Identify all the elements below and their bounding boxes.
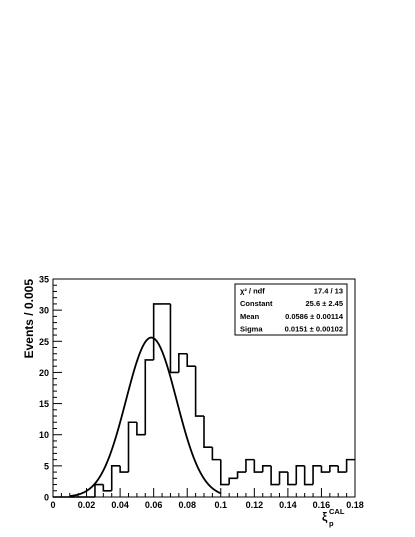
histogram-bin xyxy=(270,465,280,486)
y-tick-label: 15 xyxy=(39,399,49,409)
y-tick-label: 10 xyxy=(39,430,49,440)
histogram-bin xyxy=(345,458,355,473)
x-tick-label: 0.04 xyxy=(111,500,129,510)
histogram-bin xyxy=(245,458,255,473)
x-axis-title: ξ xyxy=(322,510,328,524)
histogram-bin xyxy=(228,477,238,485)
stats-row-value: 0.0586 ± 0.00114 xyxy=(285,312,344,321)
x-tick-label: 0.02 xyxy=(78,500,96,510)
stats-row-label: χ² / ndf xyxy=(240,286,265,295)
y-axis-title: Events / 0.005 xyxy=(22,279,36,359)
histogram-bin xyxy=(312,465,322,485)
histogram-bin xyxy=(169,303,179,374)
x-tick-label: 0.16 xyxy=(313,500,331,510)
histogram-bin xyxy=(287,472,297,486)
gaussian-fit-curve xyxy=(69,336,222,497)
stats-row-value: 0.0151 ± 0.00102 xyxy=(285,325,343,334)
x-axis-title-sub: p xyxy=(329,519,334,528)
x-tick-label: 0.06 xyxy=(145,500,163,510)
histogram-bin xyxy=(236,471,246,479)
stats-row-value: 25.6 ± 2.45 xyxy=(306,299,343,308)
x-tick-label: 0.12 xyxy=(246,500,264,510)
histogram-bin xyxy=(261,465,272,473)
histogram-bin xyxy=(110,465,121,491)
y-tick-label: 20 xyxy=(39,368,49,378)
histogram-bin xyxy=(94,483,104,497)
histogram-bin xyxy=(194,366,204,417)
y-tick-label: 30 xyxy=(39,306,49,316)
histogram-bin xyxy=(303,465,314,486)
histogram-bin xyxy=(102,484,112,492)
stats-box xyxy=(234,283,348,336)
histogram-bin xyxy=(253,459,263,473)
x-tick-label: 0.1 xyxy=(215,500,228,510)
x-tick-label: 0.18 xyxy=(346,500,364,510)
histogram-bin xyxy=(203,416,213,448)
x-tick-label: 0 xyxy=(50,500,55,510)
histogram-bin xyxy=(211,447,221,461)
histogram-bin xyxy=(178,352,188,373)
histogram-bin xyxy=(219,459,230,486)
stats-row-label: Sigma xyxy=(240,325,263,334)
histogram-bin xyxy=(320,465,330,473)
x-tick-label: 0.08 xyxy=(178,500,196,510)
histogram-bin xyxy=(186,353,196,367)
histogram-bin xyxy=(329,465,339,473)
histogram-bin xyxy=(144,359,154,435)
y-tick-label: 25 xyxy=(39,337,49,347)
histogram-bin xyxy=(152,303,163,360)
histogram-bin xyxy=(295,465,305,485)
x-axis-title-sup: CAL xyxy=(329,507,345,516)
stats-row-value: 17.4 / 13 xyxy=(314,286,343,295)
y-tick-label: 0 xyxy=(44,493,49,503)
histogram-bin xyxy=(278,471,288,485)
y-tick-label: 5 xyxy=(44,461,49,471)
histogram-bin xyxy=(337,465,347,473)
y-tick-label: 35 xyxy=(39,275,49,285)
histogram-bin xyxy=(136,422,146,436)
stats-row-label: Mean xyxy=(240,312,260,321)
stats-row-label: Constant xyxy=(240,299,273,308)
histogram-bin xyxy=(119,465,129,473)
histogram-bin xyxy=(127,421,137,473)
x-tick-label: 0.14 xyxy=(279,500,297,510)
